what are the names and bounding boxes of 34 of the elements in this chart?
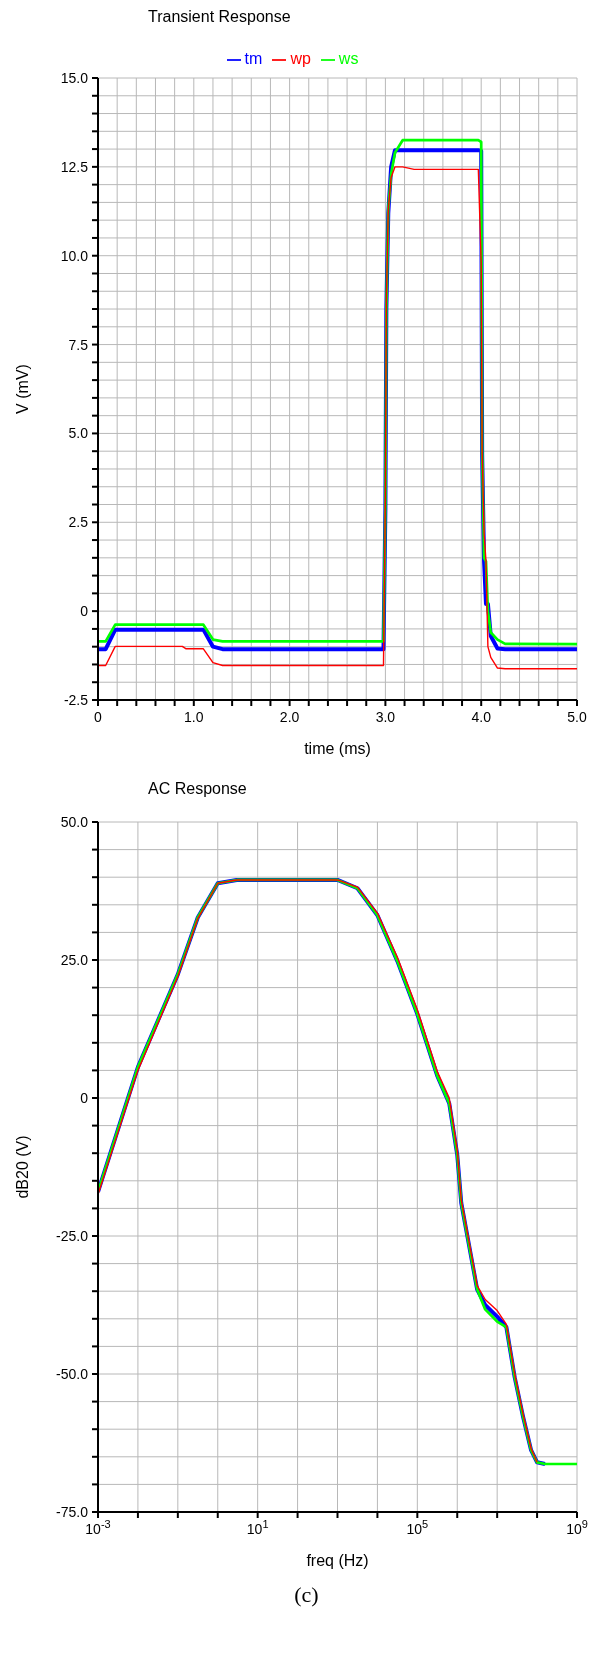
y-tick-label: 0	[80, 1090, 89, 1106]
y-tick-label: 2.5	[68, 514, 89, 531]
y-tick-label: -75.0	[56, 1504, 89, 1520]
x-tick-label: 10$^{5}$	[406, 1518, 429, 1537]
legend-label: wp	[290, 50, 311, 67]
x-tick-label: 3.0	[375, 709, 396, 725]
y-tick-label: 50.0	[60, 814, 89, 830]
y-tick-label: -2.5	[63, 692, 89, 708]
y-tick-label: 0	[80, 603, 89, 620]
x-tick-label: 10$^{1}$	[246, 1518, 269, 1537]
chart-title: Transient Response	[147, 8, 292, 27]
y-axis-title: V (mV)	[13, 364, 31, 414]
x-axis-title: freq (Hz)	[306, 1552, 369, 1569]
y-tick-label: 12.5	[60, 158, 89, 175]
y-tick-label: 7.5	[68, 336, 89, 353]
text: (c)	[293, 1582, 320, 1608]
x-tick-label: 10$^{-3}$	[85, 1518, 111, 1537]
y-tick-label: 10.0	[60, 247, 89, 264]
legend-label: tm	[244, 50, 263, 67]
x-tick-label: 4.0	[471, 709, 492, 725]
x-tick-label: 0	[94, 709, 103, 725]
y-tick-label: -25.0	[56, 1228, 89, 1244]
y-tick-label: 25.0	[60, 952, 89, 968]
x-tick-label: 5.0	[567, 709, 587, 725]
chart-title: AC Response	[147, 780, 248, 799]
y-axis-title: dB20 (V)	[13, 1135, 31, 1199]
y-tick-label: 5.0	[68, 425, 89, 442]
legend-label: ws	[338, 50, 359, 67]
y-tick-label: 15.0	[60, 70, 89, 86]
x-tick-label: 1.0	[184, 709, 204, 725]
y-tick-label: -50.0	[56, 1366, 89, 1382]
x-tick-label: 10$^{9}$	[566, 1518, 588, 1537]
x-tick-label: 2.0	[279, 709, 300, 725]
x-axis-title: time (ms)	[304, 740, 371, 757]
